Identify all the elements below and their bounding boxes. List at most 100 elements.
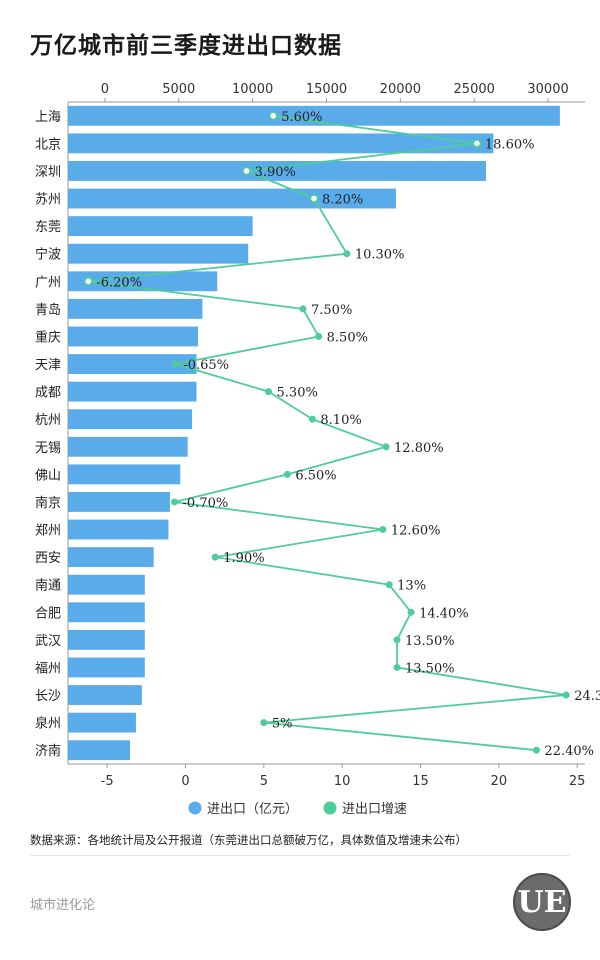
category-label: 重庆 bbox=[35, 329, 61, 345]
category-label: 苏州 bbox=[35, 192, 61, 208]
category-label: 杭州 bbox=[35, 413, 61, 428]
brand-logo: UE bbox=[513, 873, 571, 931]
growth-point bbox=[268, 111, 278, 121]
growth-point bbox=[379, 526, 387, 534]
bar bbox=[68, 547, 154, 568]
bottom-tick-label: 20 bbox=[491, 774, 508, 789]
category-label: 济南 bbox=[35, 743, 61, 759]
legend-bar-swatch bbox=[188, 801, 202, 815]
growth-point bbox=[171, 360, 179, 368]
bar bbox=[68, 492, 170, 512]
growth-label: 22.40% bbox=[544, 744, 594, 759]
growth-label: 10.30% bbox=[355, 248, 405, 263]
footer-divider bbox=[30, 855, 570, 856]
top-tick-label: 0 bbox=[101, 82, 109, 97]
growth-label: 5.30% bbox=[277, 386, 318, 401]
bar bbox=[68, 354, 197, 374]
growth-label: 8.20% bbox=[322, 193, 363, 208]
growth-label: 14.40% bbox=[419, 606, 469, 621]
bar bbox=[68, 657, 145, 678]
top-tick-label: 25000 bbox=[454, 82, 495, 97]
growth-point bbox=[299, 305, 307, 313]
bar bbox=[68, 188, 396, 209]
growth-label: 1.90% bbox=[223, 551, 264, 566]
bar bbox=[68, 436, 188, 457]
growth-label: 6.50% bbox=[295, 468, 336, 483]
bar bbox=[68, 381, 197, 402]
category-label: 南通 bbox=[35, 578, 61, 594]
legend-line-label: 进出口增速 bbox=[342, 802, 407, 817]
growth-label: -6.20% bbox=[96, 275, 142, 290]
growth-point bbox=[283, 470, 291, 478]
growth-label: 5% bbox=[272, 717, 293, 732]
category-label: 福州 bbox=[35, 661, 61, 676]
top-tick-label: 15000 bbox=[306, 82, 347, 97]
brand-text: 城市进化论 bbox=[30, 898, 96, 913]
top-tick-label: 5000 bbox=[162, 82, 195, 97]
category-label: 泉州 bbox=[35, 716, 61, 732]
growth-point bbox=[315, 332, 323, 340]
category-label: 武汉 bbox=[35, 634, 61, 649]
growth-point bbox=[309, 194, 319, 203]
bar bbox=[68, 629, 145, 650]
category-label: 无锡 bbox=[35, 441, 61, 456]
category-label: 广州 bbox=[35, 275, 61, 290]
growth-label: -0.65% bbox=[183, 358, 229, 373]
growth-label: 13.50% bbox=[405, 661, 455, 676]
growth-point bbox=[393, 636, 401, 644]
category-label: 西安 bbox=[35, 551, 61, 566]
bar bbox=[68, 243, 249, 264]
bar bbox=[68, 574, 145, 595]
growth-label: 12.80% bbox=[394, 441, 444, 456]
bar bbox=[68, 298, 203, 319]
growth-point bbox=[83, 276, 93, 286]
bar bbox=[68, 161, 487, 181]
growth-label: 18.60% bbox=[485, 137, 535, 152]
category-label: 长沙 bbox=[35, 689, 61, 704]
category-label: 天津 bbox=[35, 358, 61, 373]
growth-label: 13.50% bbox=[405, 634, 455, 649]
category-label: 北京 bbox=[35, 137, 61, 152]
growth-point bbox=[385, 581, 393, 589]
growth-label: 8.10% bbox=[320, 413, 361, 428]
category-label: 南京 bbox=[35, 495, 61, 511]
bar bbox=[68, 602, 145, 623]
chart-axes: 0 5000 10000 15000 20000 25000 30000 -5 0 5 10 15 20… bbox=[35, 82, 585, 789]
growth-point bbox=[242, 166, 251, 176]
growth-point bbox=[171, 498, 179, 506]
bar bbox=[68, 409, 193, 430]
growth-label: 13% bbox=[397, 579, 426, 594]
category-label: 上海 bbox=[35, 110, 61, 125]
line-layer: 5.60% 18.60% 3.90% 8.20% 10.30% -6.20% 7.50% 8.… bbox=[83, 110, 600, 759]
bar bbox=[68, 740, 131, 761]
growth-label: -0.70% bbox=[183, 496, 229, 511]
bottom-tick-label: 25 bbox=[569, 774, 586, 789]
bar bbox=[68, 326, 198, 347]
bar bbox=[68, 519, 169, 540]
category-label: 成都 bbox=[35, 386, 61, 401]
growth-label: 8.50% bbox=[327, 330, 368, 345]
growth-label: 12.60% bbox=[391, 524, 441, 539]
growth-point bbox=[562, 691, 570, 699]
data-source-note: 数据来源：各地统计局及公开报道（东莞进出口总额破万亿，具体数值及增速未公布） bbox=[30, 833, 467, 847]
growth-point bbox=[472, 138, 482, 148]
bars-layer bbox=[68, 105, 560, 761]
growth-point bbox=[265, 388, 273, 396]
legend-line-swatch bbox=[323, 801, 337, 815]
bottom-tick-label: 15 bbox=[412, 774, 429, 789]
category-label: 青岛 bbox=[35, 302, 61, 318]
legend-bar-label: 进出口（亿元） bbox=[207, 802, 298, 817]
top-tick-label: 20000 bbox=[380, 82, 421, 97]
growth-label: 7.50% bbox=[311, 303, 352, 318]
category-label: 东莞 bbox=[35, 220, 61, 235]
bar bbox=[68, 105, 560, 126]
top-tick-label: 10000 bbox=[232, 82, 273, 97]
growth-point bbox=[382, 443, 390, 451]
bottom-tick-label: 0 bbox=[181, 774, 189, 789]
bottom-tick-label: 5 bbox=[260, 774, 268, 789]
bottom-tick-label: 10 bbox=[334, 774, 351, 789]
chart-title: 万亿城市前三季度进出口数据 bbox=[30, 32, 342, 59]
category-label: 深圳 bbox=[35, 165, 61, 180]
bar bbox=[68, 271, 218, 292]
category-label: 宁波 bbox=[35, 247, 61, 263]
